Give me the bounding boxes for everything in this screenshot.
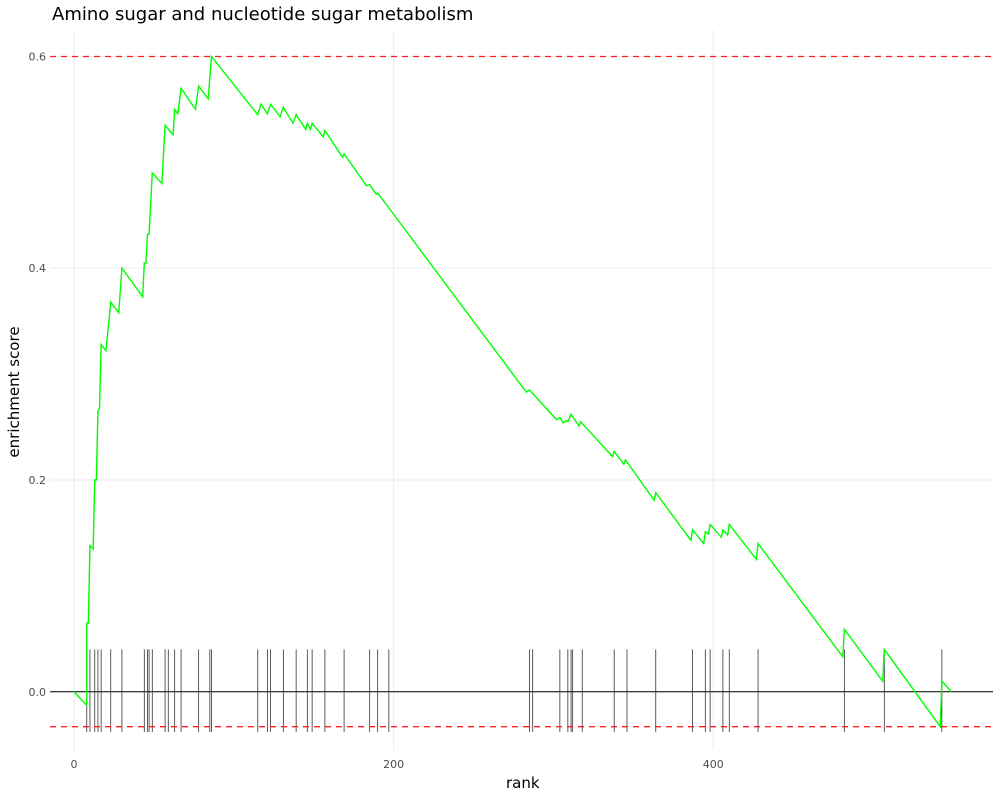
x-axis-label: rank xyxy=(506,774,540,792)
y-tick-label: 0.4 xyxy=(29,262,47,275)
chart-title: Amino sugar and nucleotide sugar metabol… xyxy=(52,4,474,25)
x-tick-label: 200 xyxy=(383,758,404,771)
enrichment-score-line xyxy=(73,54,952,729)
y-tick-label: 0.2 xyxy=(29,474,47,487)
x-tick-label: 0 xyxy=(70,758,77,771)
y-tick-label: 0.6 xyxy=(29,50,47,63)
y-tick-label: 0.0 xyxy=(29,686,47,699)
x-tick-label: 400 xyxy=(703,758,724,771)
